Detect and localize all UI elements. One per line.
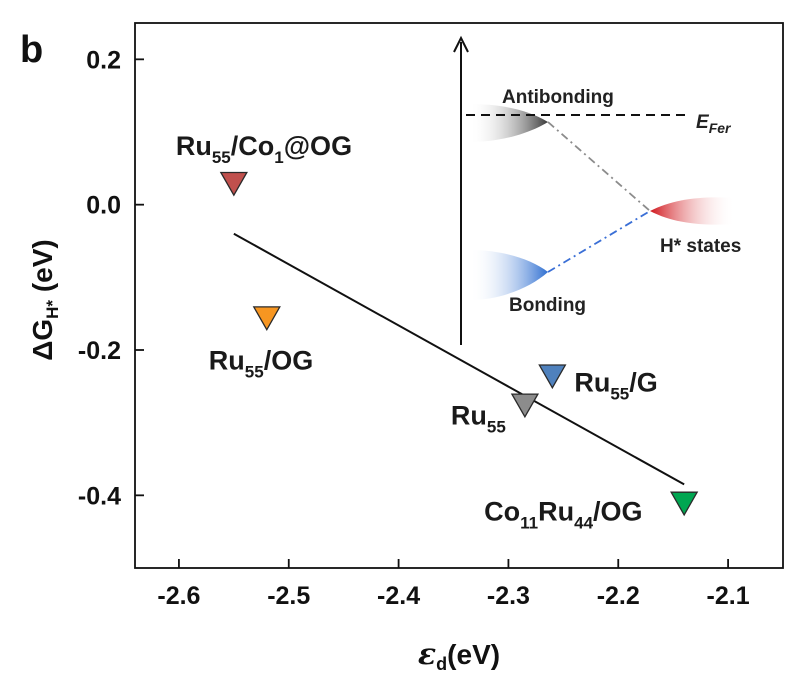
point-label-part: 55 — [212, 148, 231, 167]
point-label-part: 11 — [520, 514, 538, 533]
y-axis-title-unit: (eV) — [27, 239, 58, 300]
inset-diagram: Antibonding Bonding H* states EFer — [453, 35, 741, 345]
x-tick-label: -2.3 — [487, 582, 530, 610]
point-label-part: /Co — [231, 131, 275, 161]
point-label-part: /G — [629, 367, 658, 397]
data-point-label: Ru55/OG — [209, 345, 313, 381]
point-label-part: 55 — [245, 362, 264, 381]
y-tick-label: -0.2 — [78, 337, 121, 365]
point-label-part: Ru — [209, 345, 245, 375]
y-tick-label: 0.2 — [86, 46, 121, 74]
point-label-part: /OG — [593, 497, 643, 527]
x-axis-title-unit: (eV) — [447, 639, 500, 670]
x-tick-label: -2.6 — [157, 582, 200, 610]
fermi-label-main: E — [696, 112, 710, 133]
y-axis-title: ΔGH* (eV) — [27, 239, 62, 361]
x-axis-title-main: ε — [418, 637, 436, 672]
h-states-label: H* states — [660, 236, 741, 257]
antibonding-band — [470, 104, 548, 142]
x-axis-title-sub: d — [436, 654, 447, 674]
y-axis-title-main: ΔG — [27, 319, 58, 361]
point-label-part: Ru — [176, 131, 212, 161]
panel-letter: b — [20, 29, 43, 71]
plot-frame — [134, 22, 784, 569]
data-point-label: Ru55 — [451, 401, 506, 437]
bonding-connector — [547, 210, 651, 273]
point-label-part: 44 — [574, 514, 593, 533]
h-states-band — [650, 197, 735, 225]
point-label-part: 55 — [610, 384, 629, 403]
data-point-label: Ru55/G — [574, 367, 657, 403]
antibonding-connector — [547, 121, 651, 212]
point-label-part: /OG — [264, 345, 314, 375]
x-tick-label: -2.4 — [377, 582, 420, 610]
point-label-part: @OG — [284, 131, 352, 161]
bonding-band — [470, 250, 548, 300]
data-point-marker — [670, 491, 699, 517]
data-point-marker — [252, 306, 281, 331]
point-label-part: Co — [484, 497, 520, 527]
x-axis-title: εd(eV) — [418, 637, 500, 674]
antibonding-label: Antibonding — [502, 87, 614, 108]
fit-line-group — [233, 232, 685, 486]
fermi-label-sub: Fer — [709, 120, 732, 136]
data-point-marker — [219, 171, 248, 197]
bonding-label: Bonding — [509, 295, 586, 316]
axis-ticks: -2.6 -2.5 -2.4 -2.3 -2.2 -2.1 0.2 0.0 -0.2 -0.4 — [78, 46, 750, 610]
point-label-part: Ru — [538, 497, 574, 527]
y-tick-label: 0.0 — [86, 192, 121, 220]
data-point-marker — [510, 393, 540, 419]
energy-axis-arrowhead — [453, 35, 469, 53]
fermi-level-label: EFer — [696, 112, 732, 136]
data-point-marker — [538, 364, 567, 390]
point-label-part: 55 — [487, 418, 506, 437]
x-tick-label: -2.5 — [267, 582, 310, 610]
data-point-label: Ru55/Co1@OG — [176, 131, 352, 167]
x-tick-label: -2.1 — [707, 582, 750, 610]
y-axis-title-sub: H* — [43, 300, 62, 319]
fit-line — [233, 232, 685, 486]
y-tick-label: -0.4 — [78, 482, 121, 510]
x-tick-label: -2.2 — [597, 582, 640, 610]
point-label-part: Ru — [574, 367, 610, 397]
point-label-part: Ru — [451, 401, 487, 431]
point-label-part: 1 — [274, 148, 283, 167]
data-point-label: Co11Ru44/OG — [484, 497, 642, 533]
